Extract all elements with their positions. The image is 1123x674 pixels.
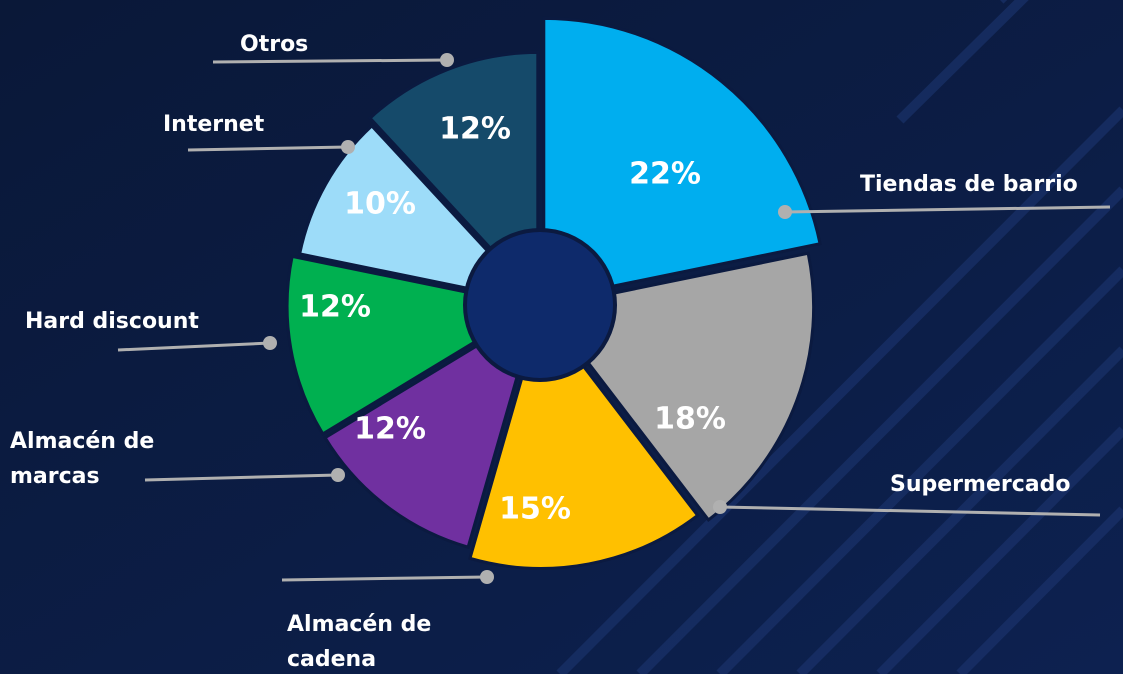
leader-line <box>281 575 488 582</box>
leader-line <box>212 58 448 64</box>
category-label: Supermercado <box>890 472 1070 497</box>
value-label: 22% <box>629 157 701 192</box>
pie-slice <box>297 123 540 305</box>
leader-dot <box>341 140 355 154</box>
value-label: 18% <box>654 402 726 437</box>
leader-line <box>117 341 271 352</box>
category-label: Tiendas de barrio <box>860 172 1078 197</box>
category-label: Almacén de marcas <box>10 429 154 489</box>
leader-dot <box>778 205 792 219</box>
leader-line <box>144 473 339 482</box>
leader-dot <box>440 53 454 67</box>
pie-slice <box>542 16 822 303</box>
value-label: 10% <box>344 187 416 222</box>
leader-line <box>719 505 1101 517</box>
donut-hole <box>463 228 617 382</box>
category-label: Internet <box>163 112 265 137</box>
value-label: 15% <box>499 492 571 527</box>
leader-dot <box>713 500 727 514</box>
pie-slice <box>322 306 539 550</box>
category-label: Hard discount <box>25 309 199 334</box>
leader-dot <box>480 570 494 584</box>
category-label: Otros <box>240 32 308 57</box>
leader-line <box>784 205 1111 214</box>
leader-dot <box>263 336 277 350</box>
category-label: Almacén de cadena <box>287 612 431 672</box>
leader-dot <box>331 468 345 482</box>
value-label: 12% <box>354 412 426 447</box>
value-label: 12% <box>299 290 371 325</box>
pie-slice <box>367 50 540 304</box>
value-label: 12% <box>439 112 511 147</box>
labels: 22% Tiendas de barrio 18% Supermercado 15% Al… <box>10 32 1111 672</box>
leader-line <box>187 145 349 152</box>
